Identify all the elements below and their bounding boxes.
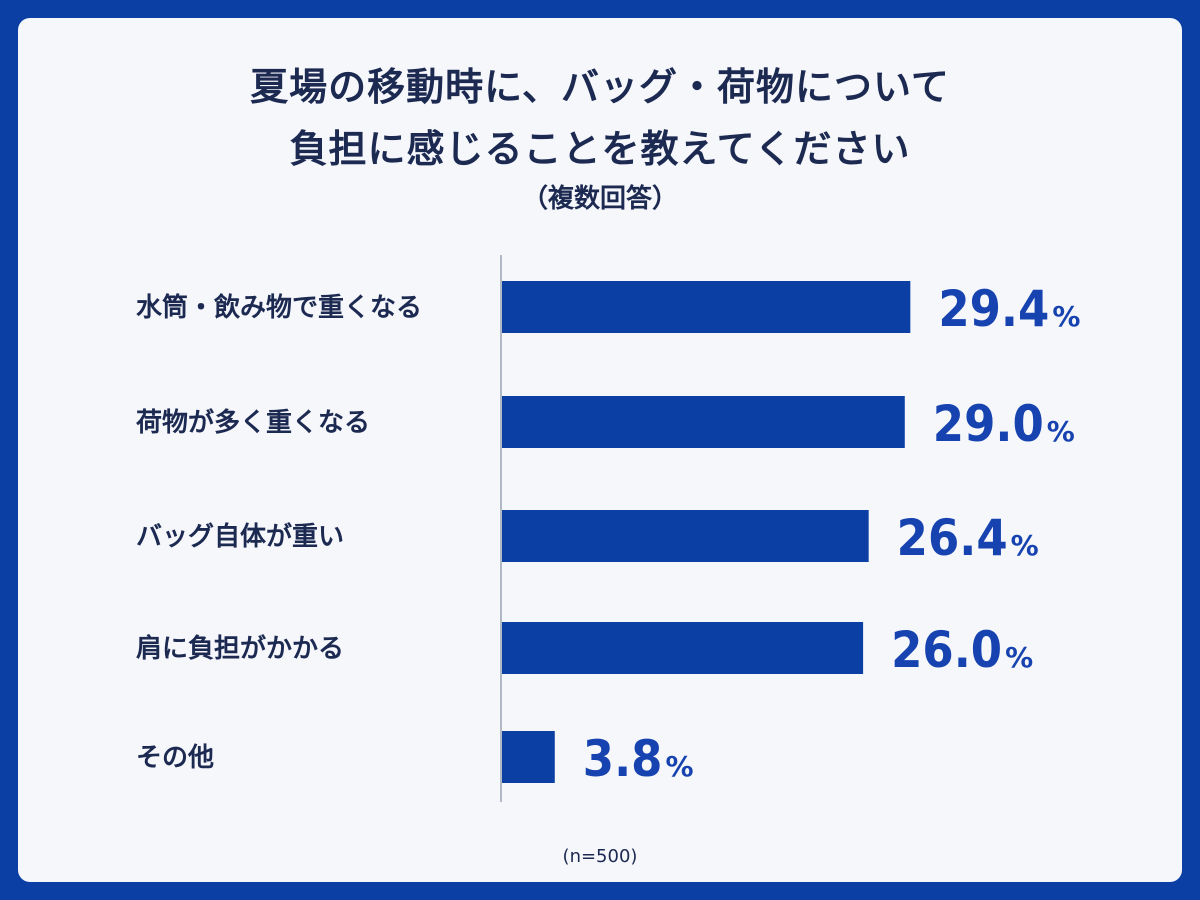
chart-card	[18, 18, 1182, 882]
value-number-2: 26.4	[897, 509, 1008, 567]
chart-title-line-2: 負担に感じることを教えてください	[289, 127, 911, 171]
value-label-2: 26.4%	[897, 509, 1039, 567]
category-label-1: 荷物が多く重くなる	[136, 407, 370, 438]
value-label-3: 26.0%	[891, 621, 1033, 679]
value-number-0: 29.4	[938, 280, 1049, 338]
bars-layer: 水筒・飲み物で重くなる 29.4 % 荷物が多く重くなる 29.0 % バッグ自体が重い 26…	[136, 280, 1080, 788]
chart-subtitle: （複数回答）	[521, 184, 678, 214]
bar-2	[502, 510, 869, 562]
value-number-4: 3.8	[583, 730, 663, 788]
category-label-0: 水筒・飲み物で重くなる	[136, 292, 422, 323]
category-label-3: 肩に負担がかかる	[136, 633, 344, 664]
bar-1	[502, 396, 905, 448]
value-number-3: 26.0	[891, 621, 1002, 679]
value-label-1: 29.0%	[933, 395, 1075, 453]
bar-3	[502, 622, 864, 674]
sample-size-note: (n=500)	[562, 846, 638, 867]
category-label-4: その他	[136, 743, 214, 773]
value-label-0: 29.4%	[938, 280, 1080, 338]
value-unit-2: %	[1011, 529, 1039, 562]
category-label-2: バッグ自体が重い	[136, 521, 344, 552]
value-unit-0: %	[1052, 300, 1080, 333]
value-unit-3: %	[1005, 641, 1033, 674]
value-label-4: 3.8%	[583, 730, 694, 788]
value-unit-1: %	[1047, 415, 1075, 448]
value-number-1: 29.0	[933, 395, 1044, 453]
bar-0	[502, 281, 911, 333]
bar-4	[502, 731, 555, 783]
value-unit-4: %	[665, 750, 693, 783]
chart-title-line-1: 夏場の移動時に、バッグ・荷物について	[250, 65, 950, 109]
